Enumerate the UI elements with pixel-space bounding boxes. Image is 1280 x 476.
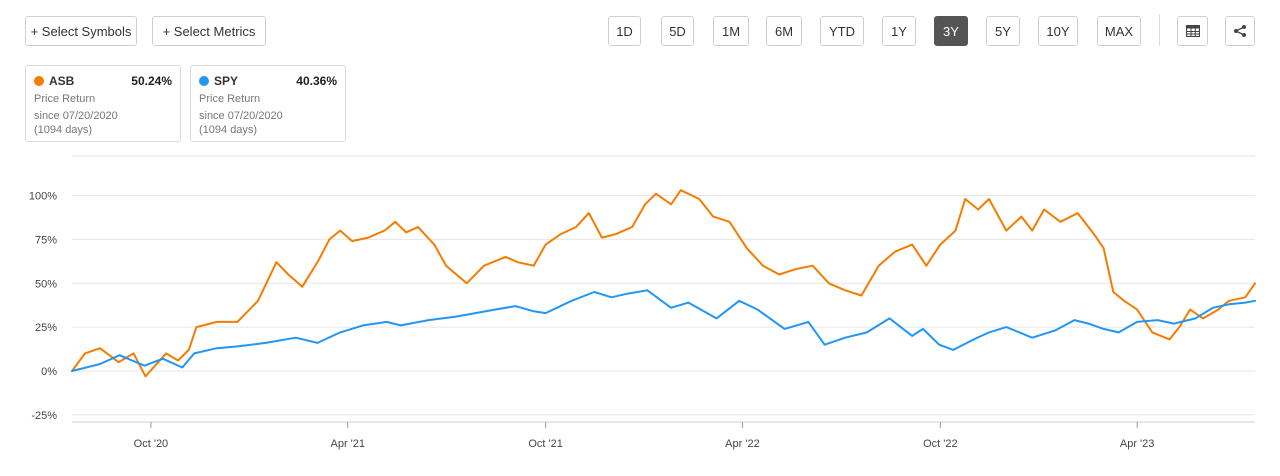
toolbar-divider — [1159, 14, 1160, 46]
y-tick-label: 100% — [29, 191, 57, 203]
x-tick-label: Apr '22 — [725, 438, 760, 450]
range-10y-button[interactable]: 10Y — [1038, 16, 1078, 46]
asb-days-count: (1094 days) — [34, 124, 93, 136]
x-tick-label: Apr '21 — [330, 438, 365, 450]
select-metrics-button[interactable]: + Select Metrics — [152, 16, 266, 46]
range-1d-button[interactable]: 1D — [608, 16, 641, 46]
spy-symbol: SPY — [214, 74, 239, 88]
legend-card-asb[interactable]: ASB 50.24% Price Return since 07/20/2020… — [25, 65, 181, 142]
y-tick-label: 25% — [35, 322, 57, 334]
x-tick-label: Oct '22 — [923, 438, 958, 450]
select-symbols-button[interactable]: + Select Symbols — [25, 16, 137, 46]
spy-color-dot — [199, 76, 209, 86]
spy-days-count: (1094 days) — [199, 124, 258, 136]
asb-symbol: ASB — [49, 74, 75, 88]
range-1m-button[interactable]: 1M — [713, 16, 749, 46]
range-max-button[interactable]: MAX — [1097, 16, 1141, 46]
y-tick-label: 0% — [41, 366, 57, 378]
range-6m-button[interactable]: 6M — [766, 16, 802, 46]
x-tick-label: Oct '20 — [134, 438, 169, 450]
range-ytd-button[interactable]: YTD — [820, 16, 864, 46]
asb-since-date: since 07/20/2020 — [34, 110, 118, 122]
y-tick-label: 50% — [35, 278, 57, 290]
asb-color-dot — [34, 76, 44, 86]
spy-metric-label: Price Return — [199, 93, 261, 105]
asb-return-value: 50.24% — [131, 74, 172, 88]
table-icon — [1185, 25, 1200, 37]
y-tick-label: -25% — [31, 410, 57, 422]
x-tick-label: Oct '21 — [528, 438, 563, 450]
range-3y-button[interactable]: 3Y — [934, 16, 968, 46]
range-5y-button[interactable]: 5Y — [986, 16, 1020, 46]
spy-since-date: since 07/20/2020 — [199, 110, 283, 122]
series-line-asb — [71, 189, 1256, 378]
asb-metric-label: Price Return — [34, 93, 96, 105]
legend-card-spy[interactable]: SPY 40.36% Price Return since 07/20/2020… — [190, 65, 346, 142]
range-5d-button[interactable]: 5D — [661, 16, 694, 46]
series-line-spy — [71, 289, 1256, 372]
range-1y-button[interactable]: 1Y — [882, 16, 916, 46]
share-icon — [1234, 25, 1246, 37]
share-button[interactable] — [1225, 16, 1255, 46]
x-tick-label: Apr '23 — [1120, 438, 1155, 450]
spy-return-value: 40.36% — [296, 74, 337, 88]
y-tick-label: 75% — [35, 234, 57, 246]
table-view-button[interactable] — [1177, 16, 1208, 46]
